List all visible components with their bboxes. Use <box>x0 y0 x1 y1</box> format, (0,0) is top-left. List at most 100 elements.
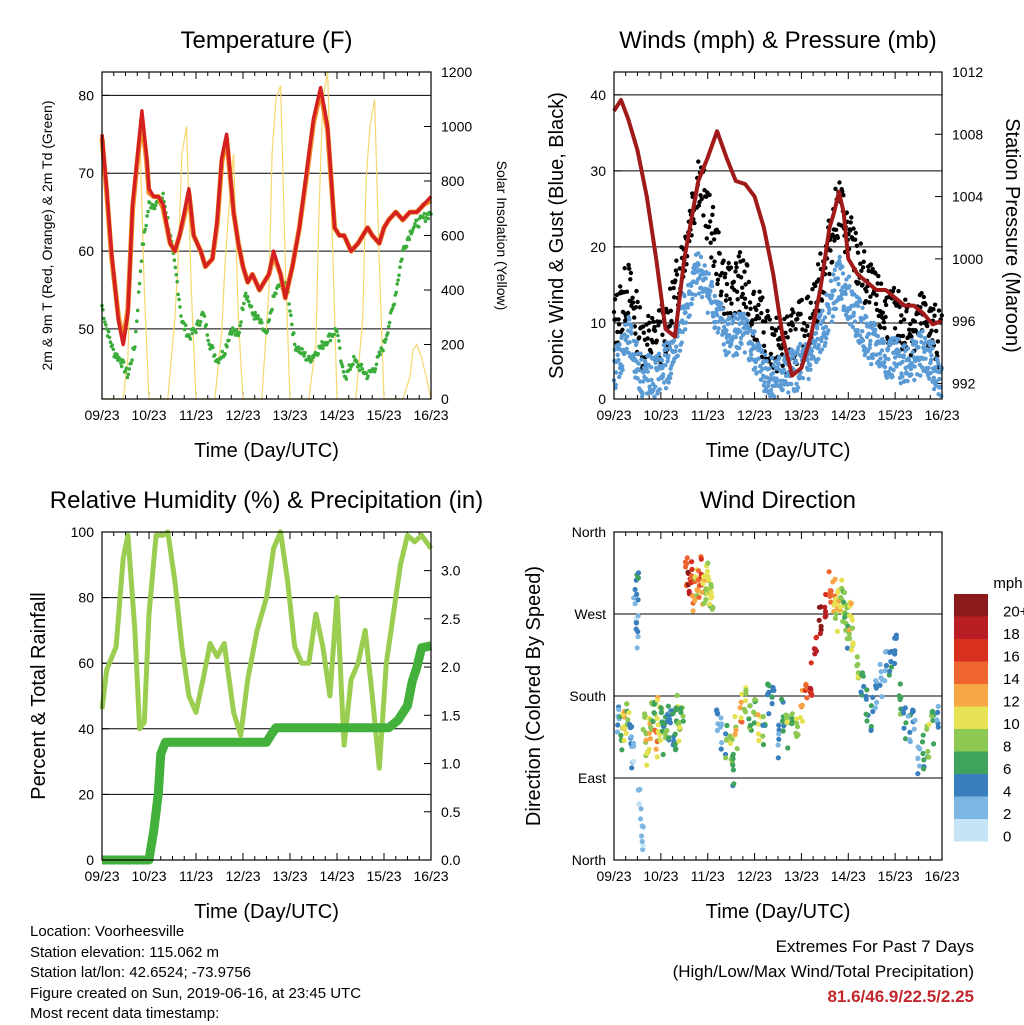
gust-point <box>746 279 752 285</box>
direction-chart: Wind Direction 09/23 10/23 11/23 12/23 13/23 1… <box>523 487 1024 923</box>
wind-point <box>733 334 738 340</box>
wind-point <box>629 325 634 330</box>
dewpoint-point <box>338 346 342 350</box>
gust-point <box>715 281 720 287</box>
wind-point <box>726 350 731 355</box>
legend-swatch <box>954 729 988 752</box>
dewpoint-point <box>249 304 254 309</box>
direction-point <box>653 746 659 752</box>
direction-point <box>737 705 743 711</box>
gust-point <box>882 325 887 331</box>
wind-point <box>874 352 879 357</box>
direction-point <box>673 707 680 713</box>
wind-point <box>830 293 835 298</box>
direction-point <box>935 709 941 715</box>
direction-point <box>823 613 829 619</box>
gust-point <box>828 248 833 253</box>
gust-point <box>754 307 759 313</box>
gust-point <box>668 286 673 291</box>
wind-point <box>671 338 677 343</box>
dewpoint-point <box>190 331 194 336</box>
dewpoint-point <box>223 352 227 356</box>
dewpoint-point <box>320 340 324 344</box>
direction-point <box>708 595 714 601</box>
wind-point <box>816 356 821 362</box>
gust-point <box>746 312 751 317</box>
wind-point <box>847 284 852 289</box>
direction-point <box>724 737 730 743</box>
wind-point <box>918 373 923 378</box>
y-tick-label: 80 <box>78 87 94 103</box>
wind-point <box>800 375 806 381</box>
direction-point <box>775 742 781 748</box>
direction-point <box>642 711 648 717</box>
gust-point <box>929 328 934 333</box>
wind-point <box>713 325 718 330</box>
wind-point <box>679 340 684 345</box>
y-tick-label: South <box>569 688 606 704</box>
wind-point <box>627 317 632 322</box>
chart-title: Temperature (F) <box>180 27 352 54</box>
gust-point <box>741 258 746 263</box>
dewpoint-point <box>103 320 107 324</box>
direction-point <box>638 816 644 822</box>
gust-point <box>780 363 785 368</box>
gust-point <box>724 281 730 287</box>
dewpoint-point <box>234 328 239 333</box>
x-tick-label: 12/23 <box>225 407 260 423</box>
gust-point <box>854 243 860 248</box>
direction-point <box>789 711 795 717</box>
plot-border <box>101 71 432 400</box>
wind-point <box>912 364 917 369</box>
dewpoint-point <box>179 314 183 318</box>
direction-point <box>657 732 663 738</box>
gust-point <box>646 328 652 333</box>
wind-point <box>832 267 837 272</box>
wind-point <box>798 341 803 347</box>
wind-point <box>754 370 759 375</box>
wind-point <box>858 299 863 304</box>
dewpoint-point <box>381 348 385 353</box>
direction-point <box>635 597 641 603</box>
dewpoint-point <box>351 362 355 367</box>
direction-point <box>700 581 706 587</box>
gust-point <box>722 275 727 280</box>
gust-point <box>875 281 880 286</box>
direction-point <box>743 687 749 694</box>
direction-point <box>635 575 642 581</box>
dewpoint-point <box>220 349 225 354</box>
direction-point <box>902 736 909 742</box>
gust-point <box>641 330 646 335</box>
dewpoint-point <box>216 360 221 365</box>
legend-swatch <box>954 706 988 729</box>
dewpoint-point <box>325 341 330 345</box>
wind-point <box>769 355 774 361</box>
direction-point <box>634 591 640 598</box>
dewpoint-point <box>328 338 333 343</box>
direction-point <box>832 576 838 582</box>
wind-point <box>620 364 625 369</box>
direction-point <box>870 694 876 701</box>
dewpoint-point <box>400 257 404 262</box>
gust-point <box>795 316 800 322</box>
gust-point <box>652 328 658 333</box>
dewpoint-point <box>198 323 202 327</box>
gust-point <box>706 224 712 229</box>
dewpoint-point <box>360 367 365 371</box>
x-tick-label: 13/23 <box>784 407 819 423</box>
dewpoint-point <box>130 358 134 362</box>
wind-point <box>689 283 694 288</box>
wind-point <box>741 311 747 317</box>
gust-point <box>763 319 768 324</box>
wind-point <box>635 376 640 381</box>
wind-point <box>644 366 649 371</box>
wind-point <box>649 377 654 383</box>
direction-point <box>631 595 637 601</box>
gust-point <box>660 332 665 337</box>
gust-point <box>708 240 713 245</box>
wind-point <box>786 390 791 395</box>
gust-point <box>672 295 677 300</box>
direction-point <box>780 728 786 734</box>
chart-title: Relative Humidity (%) & Precipitation (i… <box>50 487 483 514</box>
direction-point <box>902 705 908 711</box>
